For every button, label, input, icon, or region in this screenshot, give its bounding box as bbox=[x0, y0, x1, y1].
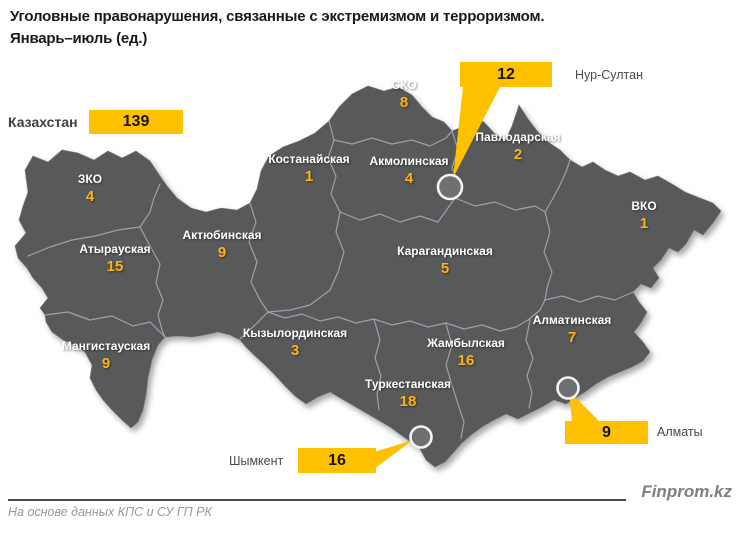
city-marker-nursultan bbox=[436, 173, 464, 201]
region-borders bbox=[27, 120, 634, 439]
city-marker-almaty bbox=[556, 376, 580, 400]
city-label-shymkent: Шымкент bbox=[229, 454, 284, 468]
title-line1: Уголовные правонарушения, связанные с эк… bbox=[10, 8, 545, 25]
callout-value-nursultan: 12 bbox=[460, 62, 552, 87]
city-label-nursultan: Нур-Султан bbox=[575, 68, 643, 82]
footer-divider bbox=[8, 499, 626, 501]
title-line2: Январь–июль (ед.) bbox=[10, 30, 148, 47]
callout-value-almaty: 9 bbox=[565, 421, 648, 444]
total-label: Казахстан bbox=[8, 114, 78, 130]
city-marker-shymkent bbox=[409, 425, 433, 449]
callout-pointer-shymkent bbox=[374, 440, 413, 469]
page-title: Уголовные правонарушения, связанные с эк… bbox=[10, 6, 710, 50]
country-silhouette bbox=[14, 85, 722, 468]
city-label-almaty: Алматы bbox=[657, 425, 703, 439]
total-value-box: 139 bbox=[89, 110, 183, 134]
callout-value-shymkent: 16 bbox=[298, 448, 376, 473]
brand-logo: Finprom.kz bbox=[641, 482, 732, 501]
callout-pointer-nursultan bbox=[453, 87, 500, 178]
callout-pointer-almaty bbox=[569, 391, 600, 422]
source-note: На основе данных КПС и СУ ГП РК bbox=[8, 505, 212, 519]
